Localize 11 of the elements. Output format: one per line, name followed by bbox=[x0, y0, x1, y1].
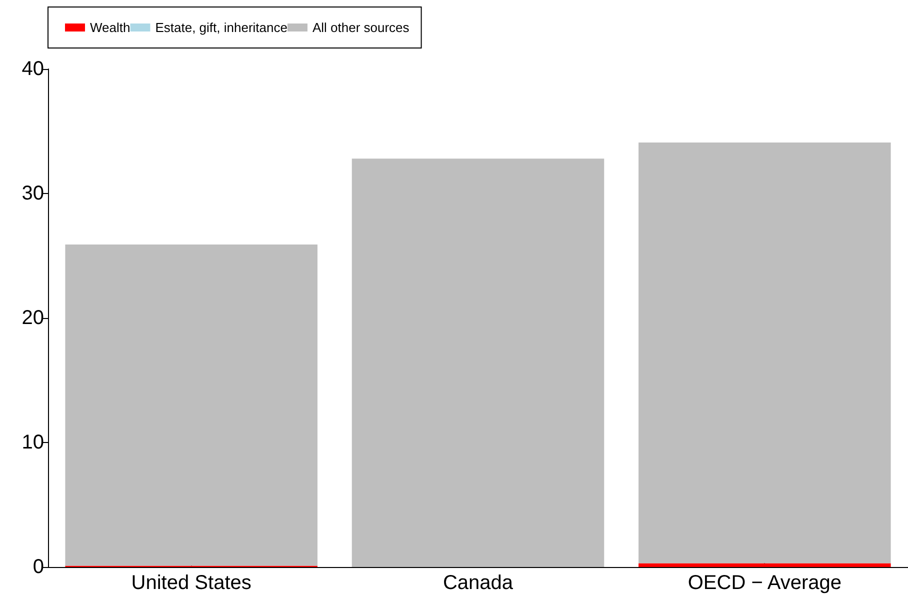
legend-label: Wealth bbox=[90, 20, 130, 35]
x-tick-label: OECD − Average bbox=[688, 572, 842, 594]
y-tick-label: 0 bbox=[32, 556, 44, 578]
x-tick-label: Canada bbox=[442, 572, 514, 594]
x-tick-label: United States bbox=[131, 572, 252, 594]
y-tick-label: 40 bbox=[22, 58, 44, 80]
y-tick-label: 30 bbox=[22, 182, 44, 204]
legend-label: Estate, gift, inheritance bbox=[155, 20, 288, 35]
y-tick-label: 20 bbox=[22, 307, 44, 329]
y-tick-label: 10 bbox=[22, 432, 44, 454]
legend-label: All other sources bbox=[312, 20, 410, 35]
